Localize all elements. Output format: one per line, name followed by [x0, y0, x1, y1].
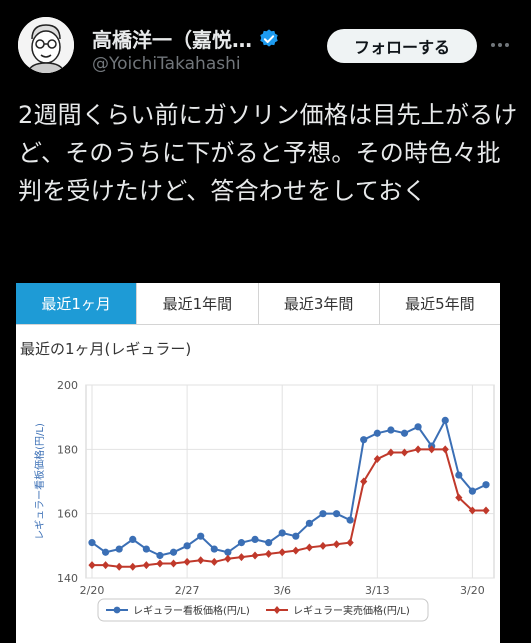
more-options-icon[interactable]: [487, 32, 513, 58]
x-tick-label: 3/6: [273, 584, 291, 597]
data-point: [319, 510, 327, 518]
data-point: [346, 516, 354, 524]
price-line-chart: 140 160 180 200 2/20 2/27 3/6 3/13 3/20 レギュラー看板価格…: [33, 379, 495, 622]
profile-name[interactable]: 高橋洋一（嘉悦…: [92, 28, 252, 52]
data-point: [197, 532, 205, 540]
data-point: [156, 559, 164, 568]
data-point: [183, 557, 191, 566]
attached-chart-card[interactable]: 最近1ヶ月 最近1年間 最近3年間 最近5年間 最近の1ヶ月(レギュラー) 14…: [16, 283, 500, 643]
data-point: [292, 532, 300, 540]
verified-badge-icon: [260, 28, 278, 47]
x-tick-label: 2/20: [80, 584, 105, 597]
data-point: [441, 445, 449, 454]
data-point: [210, 545, 218, 553]
data-point: [428, 445, 436, 454]
data-point: [224, 554, 232, 563]
data-point: [319, 541, 327, 550]
data-point: [468, 506, 477, 515]
data-point: [224, 548, 232, 556]
series-1: [88, 416, 490, 560]
y-tick-label: 200: [57, 379, 78, 392]
data-point: [400, 429, 409, 437]
tab-1-month[interactable]: 最近1ヶ月: [16, 283, 137, 324]
x-tick-label: 2/27: [175, 584, 200, 597]
data-point: [169, 548, 178, 556]
legend-label: レギュラー看板価格(円/L): [133, 604, 250, 617]
follow-button[interactable]: フォローする: [327, 29, 477, 63]
data-point: [265, 539, 273, 547]
data-point: [197, 556, 205, 565]
data-point: [278, 548, 286, 557]
data-point: [129, 562, 137, 571]
data-point: [387, 448, 395, 457]
data-point: [142, 561, 150, 570]
data-point: [101, 548, 110, 556]
data-point: [251, 535, 259, 543]
y-axis-label: レギュラー看板価格(円/L): [33, 423, 46, 540]
data-point: [455, 471, 463, 479]
data-point: [237, 553, 246, 562]
data-point: [183, 542, 191, 550]
data-point: [387, 426, 395, 434]
legend-box: [97, 598, 429, 622]
data-point: [400, 448, 409, 457]
data-point: [101, 561, 110, 570]
legend-marker: [273, 606, 281, 614]
data-point: [115, 545, 123, 553]
tab-5-years[interactable]: 最近5年間: [378, 283, 500, 324]
period-tabs: 最近1ヶ月 最近1年間 最近3年間 最近5年間: [16, 283, 500, 325]
data-point: [482, 506, 490, 515]
data-point: [346, 538, 354, 547]
data-point: [210, 557, 218, 566]
profile-handle[interactable]: @YoichiTakahashi: [92, 54, 241, 74]
legend-marker: [113, 606, 121, 614]
avatar-illustration: [18, 17, 74, 73]
data-point: [332, 510, 341, 518]
data-point: [373, 454, 381, 463]
data-point: [360, 436, 368, 444]
data-point: [115, 562, 123, 571]
avatar[interactable]: [18, 17, 74, 73]
data-point: [332, 540, 341, 549]
data-point: [142, 545, 150, 553]
data-point: [169, 559, 178, 568]
chart-title: 最近の1ヶ月(レギュラー): [20, 340, 192, 358]
data-point: [360, 477, 368, 486]
x-tick-label: 3/20: [460, 584, 485, 597]
data-point: [455, 493, 463, 502]
tab-3-years[interactable]: 最近3年間: [257, 283, 379, 324]
x-tick-label: 3/13: [365, 584, 390, 597]
y-tick-label: 160: [57, 508, 78, 521]
profile-name-row: 高橋洋一（嘉悦…: [92, 24, 280, 53]
data-point: [414, 423, 422, 431]
data-point: [156, 551, 164, 560]
data-point: [278, 529, 286, 537]
data-point: [482, 481, 490, 489]
tab-1-year[interactable]: 最近1年間: [136, 283, 258, 324]
data-point: [373, 429, 381, 437]
legend-label: レギュラー実売価格(円/L): [293, 604, 410, 617]
plot-area: [85, 384, 495, 579]
tweet-text: 2週間くらい前にガソリン価格は目先上がるけど、そのうちに下がると予想。その時色々…: [18, 101, 518, 205]
data-point: [305, 543, 313, 552]
data-point: [88, 539, 96, 547]
data-point: [292, 546, 300, 555]
data-point: [88, 561, 96, 570]
data-point: [414, 445, 422, 454]
y-tick-label: 180: [57, 443, 78, 456]
chart-legend: レギュラー看板価格(円/L) レギュラー実売価格(円/L): [97, 598, 429, 622]
series-2: [88, 445, 490, 571]
data-point: [237, 539, 246, 547]
data-point: [129, 535, 137, 543]
data-point: [305, 519, 313, 527]
data-point: [251, 551, 259, 560]
y-tick-label: 140: [57, 572, 78, 585]
data-point: [468, 487, 477, 495]
data-point: [441, 416, 449, 424]
